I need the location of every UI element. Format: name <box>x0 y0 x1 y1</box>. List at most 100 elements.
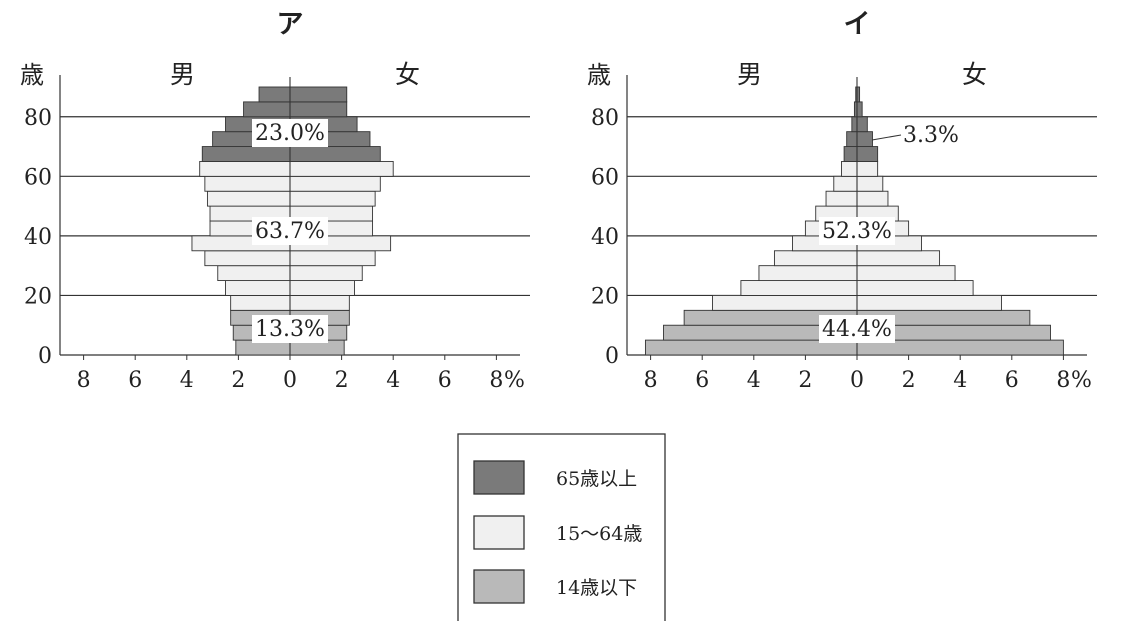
legend-label-15-64: 15〜64歳 <box>556 523 642 545</box>
x-tick-label: 2 <box>231 368 245 393</box>
legend-swatch-15-64 <box>473 515 525 550</box>
annotation-leader <box>871 134 902 141</box>
y-unit-label: 歳 <box>587 61 611 89</box>
bar-female <box>289 101 348 118</box>
y-tick-label: 0 <box>605 344 619 369</box>
bar-male <box>243 101 291 118</box>
share-annotation: 23.0% <box>255 121 325 146</box>
x-tick-label: 8 <box>77 368 91 393</box>
x-tick-label: 2 <box>902 368 916 393</box>
annotation-box <box>819 217 895 245</box>
bar-male <box>740 280 858 296</box>
bar-female <box>289 190 376 207</box>
x-tick-label: 6 <box>1005 368 1019 393</box>
bar-male <box>230 294 291 311</box>
share-annotation: 44.4% <box>822 317 892 342</box>
x-unit-label: % <box>1071 368 1092 393</box>
bar-female <box>856 265 956 282</box>
x-tick-label: 6 <box>695 368 709 393</box>
chart-title: イ <box>844 9 871 40</box>
bar-male <box>258 86 291 103</box>
bar-male <box>201 146 291 162</box>
share-annotation: 3.3% <box>903 123 959 148</box>
y-tick-label: 60 <box>24 165 52 190</box>
x-tick-label: 4 <box>180 368 194 393</box>
legend-swatch-65plus <box>473 460 525 495</box>
x-tick-label: 6 <box>438 368 452 393</box>
bar-female <box>856 146 879 162</box>
pyramid-chart-b: 8 6 4 2 0 2 4 6 8 %020406080イ歳男女52.3%44.4%3.3% <box>587 9 1097 393</box>
x-tick-label: 0 <box>850 368 864 393</box>
annotation-box <box>252 315 328 343</box>
bar-male <box>199 160 291 177</box>
bar-female <box>856 250 941 267</box>
bar-female <box>289 86 348 103</box>
bar-male <box>846 131 858 148</box>
annotation-box <box>252 217 328 245</box>
bar-male <box>843 146 858 162</box>
bar-male <box>758 265 858 282</box>
bar-female <box>856 101 863 118</box>
pyramid-chart-a: 8 6 4 2 0 2 4 6 8 %020406080ア歳男女23.0%63.7%13.3% <box>20 9 530 393</box>
bar-female <box>289 250 376 267</box>
bar-male <box>206 190 291 207</box>
bar-female <box>289 160 394 177</box>
x-tick-label: 8 <box>1056 368 1070 393</box>
legend-label-65plus: 65歳以上 <box>556 468 637 490</box>
female-label: 女 <box>395 60 420 89</box>
y-unit-label: 歳 <box>20 61 44 89</box>
bar-female <box>856 294 1002 311</box>
legend-swatch-under14 <box>473 569 525 604</box>
bar-female <box>856 175 884 192</box>
male-label: 男 <box>737 60 762 89</box>
bar-male <box>204 250 291 267</box>
bar-male <box>204 175 291 192</box>
x-tick-label: 4 <box>747 368 761 393</box>
bar-female <box>856 116 868 133</box>
share-annotation: 52.3% <box>822 219 892 244</box>
female-label: 女 <box>962 60 987 89</box>
bar-female <box>856 160 879 177</box>
y-tick-label: 60 <box>591 165 619 190</box>
x-tick-label: 6 <box>128 368 142 393</box>
bar-female <box>289 294 350 311</box>
y-tick-label: 40 <box>24 225 52 250</box>
x-tick-label: 4 <box>953 368 967 393</box>
male-label: 男 <box>170 60 195 89</box>
bar-female <box>856 190 889 207</box>
y-tick-label: 20 <box>24 284 52 309</box>
x-tick-label: 4 <box>386 368 400 393</box>
bar-male <box>225 280 291 296</box>
bar-female <box>289 265 363 282</box>
legend-label-under14: 14歳以下 <box>556 577 637 599</box>
bar-male <box>825 190 858 207</box>
x-unit-label: % <box>504 368 525 393</box>
bar-male <box>851 116 858 133</box>
bar-male <box>217 265 291 282</box>
bar-female <box>289 280 355 296</box>
bar-female <box>289 146 381 162</box>
y-tick-label: 80 <box>591 106 619 131</box>
annotation-box <box>252 119 328 147</box>
y-tick-label: 40 <box>591 225 619 250</box>
y-tick-label: 20 <box>591 284 619 309</box>
y-tick-label: 0 <box>38 344 52 369</box>
x-tick-label: 0 <box>283 368 297 393</box>
legend: 65歳以上 15〜64歳 14歳以下 <box>457 433 666 621</box>
x-tick-label: 8 <box>489 368 503 393</box>
x-tick-label: 2 <box>798 368 812 393</box>
bar-female <box>856 131 873 148</box>
bar-male <box>712 294 858 311</box>
x-tick-label: 8 <box>644 368 658 393</box>
chart-title: ア <box>277 9 304 40</box>
bar-female <box>856 280 974 296</box>
legend-frame <box>457 433 666 621</box>
bar-female <box>289 175 381 192</box>
bar-male <box>773 250 858 267</box>
annotation-box <box>819 315 895 343</box>
share-annotation: 63.7% <box>255 219 325 244</box>
bar-male <box>841 160 858 177</box>
x-tick-label: 2 <box>335 368 349 393</box>
